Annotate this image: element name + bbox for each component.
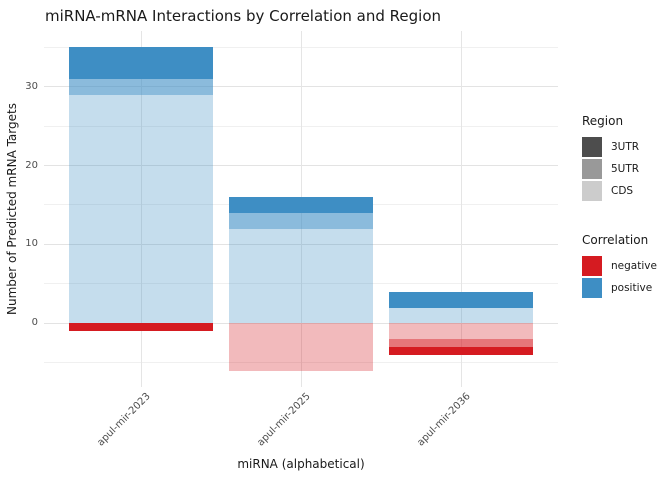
bar-apul-mir-2023-positive-CDS	[69, 94, 213, 324]
gridline-x-apul-mir-2023	[140, 31, 142, 387]
swatch-negative	[582, 256, 602, 276]
legend-label-3utr: 3UTR	[611, 141, 640, 153]
bar-apul-mir-2036-negative-5UTR	[389, 339, 533, 347]
legend-item-3utr: 3UTR	[582, 137, 672, 157]
bar-apul-mir-2036-positive-3UTR	[389, 291, 533, 308]
bar-apul-mir-2023-negative-3UTR	[69, 323, 213, 332]
legend-label-positive: positive	[611, 282, 653, 294]
x-tick-label-apul-mir-2025: apul-mir-2025	[255, 391, 313, 449]
bar-apul-mir-2036-negative-3UTR	[389, 346, 533, 355]
legend-item-5utr: 5UTR	[582, 159, 672, 179]
x-tick-label-apul-mir-2023: apul-mir-2023	[95, 391, 153, 449]
swatch-cds	[582, 181, 602, 201]
y-tick-label-30: 30	[25, 80, 38, 92]
bar-apul-mir-2023-positive-5UTR	[69, 78, 213, 95]
x-axis-title: miRNA (alphabetical)	[237, 457, 365, 471]
swatch-3utr	[582, 137, 602, 157]
bar-apul-mir-2025-positive-CDS	[229, 228, 373, 324]
bar-apul-mir-2025-positive-3UTR	[229, 197, 373, 213]
legend-correlation: Correlation negative positive	[582, 233, 672, 300]
bar-apul-mir-2023-positive-3UTR	[69, 47, 213, 79]
swatch-positive	[582, 278, 602, 298]
legend-item-positive: positive	[582, 278, 672, 298]
x-tick-label-apul-mir-2036: apul-mir-2036	[415, 391, 473, 449]
bar-apul-mir-2025-positive-5UTR	[229, 212, 373, 229]
legend-region-title: Region	[582, 114, 624, 128]
legend-item-cds: CDS	[582, 181, 672, 201]
gridline-x-apul-mir-2036	[460, 31, 462, 387]
legend-correlation-title: Correlation	[582, 233, 649, 247]
swatch-5utr	[582, 159, 602, 179]
y-tick-label-10: 10	[25, 238, 38, 250]
legend-label-5utr: 5UTR	[611, 163, 640, 175]
bar-apul-mir-2025-negative-CDS	[229, 323, 373, 371]
bar-apul-mir-2036-positive-CDS	[389, 307, 533, 324]
y-tick-label-20: 20	[25, 159, 38, 171]
legend-item-negative: negative	[582, 256, 672, 276]
legend-label-cds: CDS	[611, 185, 634, 197]
legend-region: Region 3UTR 5UTR CDS	[582, 114, 672, 203]
y-tick-label-0: 0	[31, 317, 38, 329]
bar-apul-mir-2036-negative-CDS	[389, 323, 533, 340]
legend-label-negative: negative	[611, 260, 657, 272]
chart-title: miRNA-mRNA Interactions by Correlation a…	[45, 7, 441, 25]
